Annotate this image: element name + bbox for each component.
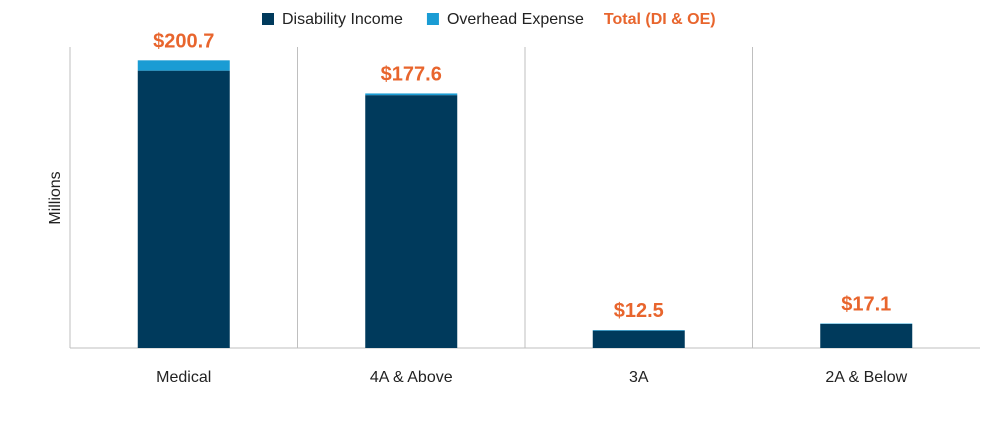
x-tick-2a-and-below: 2A & Below <box>825 369 907 386</box>
legend: Disability Income Overhead Expense Total (… <box>262 11 716 28</box>
bar-overhead-expense-4a-and-above <box>365 93 458 96</box>
bar-disability-income-medical <box>137 70 230 349</box>
legend-item-overhead-expense: Overhead Expense <box>426 11 584 28</box>
x-tick-3a: 3A <box>629 369 649 386</box>
total-label-medical: $200.7 <box>153 30 214 52</box>
x-tick-4a-and-above: 4A & Above <box>370 369 453 386</box>
legend-item-disability-income: Disability Income <box>262 11 403 28</box>
legend-swatch-overhead-expense <box>426 13 439 25</box>
bar-disability-income-3a <box>592 330 685 348</box>
y-axis-label: Millions <box>47 171 64 224</box>
bar-disability-income-2a-and-below <box>820 323 913 348</box>
legend-label-overhead-expense: Overhead Expense <box>447 11 584 28</box>
x-tick-medical: Medical <box>156 369 211 386</box>
legend-swatch-disability-income <box>262 13 274 25</box>
bar-overhead-expense-medical <box>137 60 230 71</box>
legend-label-total: Total (DI & OE) <box>604 11 716 28</box>
total-label-4a-and-above: $177.6 <box>381 63 442 85</box>
plot-area: $200.7 Medical $177.6 4A & Above $12.5 3A $17.… <box>69 30 980 386</box>
bar-overhead-expense-3a <box>592 330 685 331</box>
total-label-2a-and-below: $17.1 <box>841 293 891 315</box>
total-label-3a: $12.5 <box>614 300 664 322</box>
legend-label-disability-income: Disability Income <box>282 11 403 28</box>
bar-disability-income-4a-and-above <box>365 95 458 348</box>
